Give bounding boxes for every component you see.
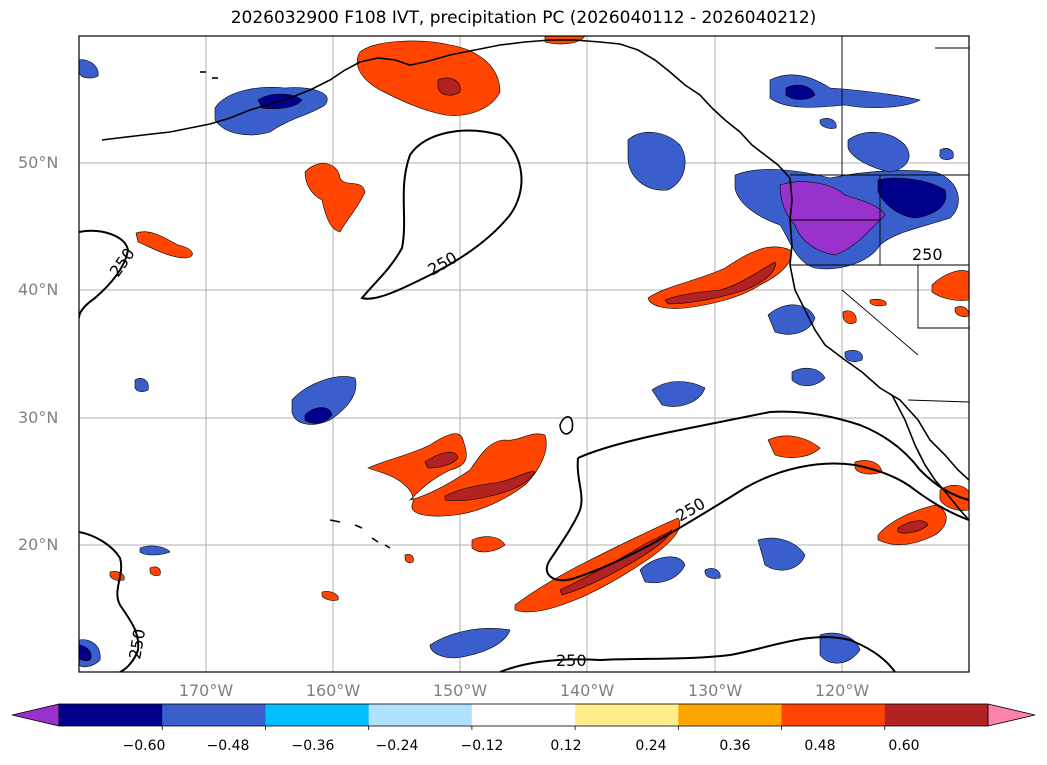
borders bbox=[790, 36, 969, 403]
colorbar-cell bbox=[884, 704, 989, 726]
map-frame bbox=[78, 35, 970, 673]
lat-label: 20°N bbox=[18, 535, 59, 554]
colorbar-extend-high bbox=[987, 703, 1036, 727]
colorbar-tick-label: 0.60 bbox=[888, 738, 920, 754]
map-background bbox=[79, 36, 969, 672]
colorbar-cell bbox=[265, 704, 370, 726]
lon-label: 170°W bbox=[178, 681, 234, 700]
colorbar-tick-label: 0.24 bbox=[635, 738, 667, 754]
coastlines bbox=[101, 39, 969, 549]
lon-label: 150°W bbox=[432, 681, 488, 700]
contour-label: 250 bbox=[556, 651, 587, 670]
lat-label: 50°N bbox=[18, 153, 59, 172]
gridlines bbox=[79, 36, 969, 672]
contour-label: 250 bbox=[912, 245, 943, 264]
colorbar-cell bbox=[678, 704, 783, 726]
colorbar-cell bbox=[368, 704, 473, 726]
lon-label: 130°W bbox=[687, 681, 743, 700]
colorbar-tick-label: −0.36 bbox=[291, 738, 335, 754]
colorbar-cell bbox=[162, 704, 266, 726]
colorbar-extend-low bbox=[11, 703, 60, 727]
lon-label: 120°W bbox=[814, 681, 870, 700]
colorbar-tick-label: −0.48 bbox=[206, 738, 250, 754]
ivt-contours bbox=[79, 129, 969, 672]
colorbar-tick-label: −0.24 bbox=[375, 738, 419, 754]
colorbar-tick-label: −0.60 bbox=[122, 738, 166, 754]
colorbar-cell bbox=[781, 704, 886, 726]
lon-label: 140°W bbox=[559, 681, 615, 700]
colorbar-tick-label: −0.12 bbox=[460, 738, 504, 754]
colorbar-cell bbox=[575, 704, 679, 726]
colorbar-cell bbox=[471, 704, 576, 726]
negative-precip-regions bbox=[79, 59, 959, 668]
colorbar-cell bbox=[59, 704, 163, 726]
colorbar-tick-label: 0.12 bbox=[550, 738, 582, 754]
colorbar-tick-label: 0.48 bbox=[804, 738, 836, 754]
lat-label: 30°N bbox=[18, 408, 59, 427]
colorbar bbox=[11, 703, 1036, 730]
colorbar-tick-label: 0.36 bbox=[719, 738, 751, 754]
lon-label: 160°W bbox=[305, 681, 361, 700]
positive-precip-regions bbox=[109, 36, 969, 613]
lat-label: 40°N bbox=[18, 280, 59, 299]
map-title: 2026032900 F108 IVT, precipitation PC (2… bbox=[230, 8, 817, 28]
